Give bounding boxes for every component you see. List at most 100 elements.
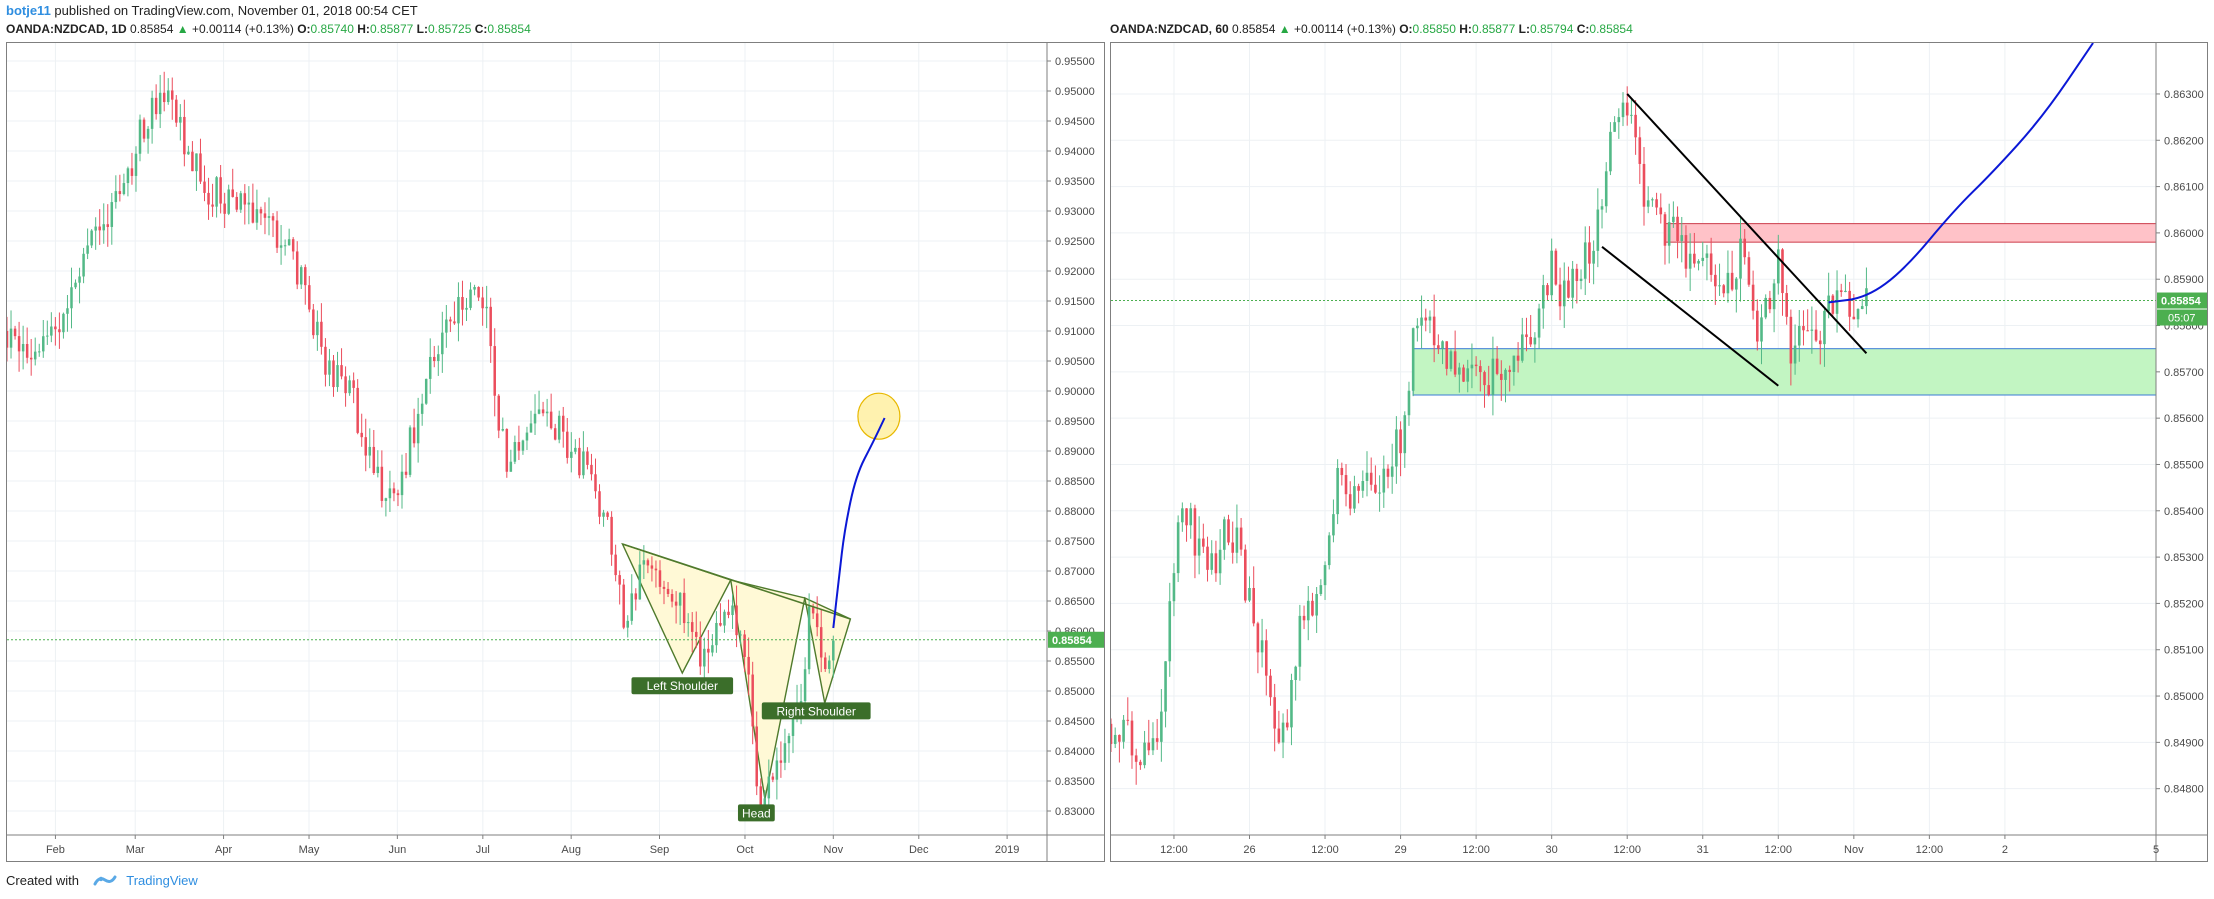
left-symbol[interactable]: OANDA:NZDCAD, 1D — [6, 22, 127, 36]
candle-body — [743, 634, 746, 657]
hourly-chart-panel[interactable]: 0.86300 0.86200 0.86100 0.86000 0.85900 0.858… — [1110, 42, 2208, 862]
candle-body — [1785, 293, 1788, 317]
right-close-value: 0.85854 — [1589, 22, 1633, 36]
candle-body — [1495, 358, 1499, 374]
candle-body — [509, 461, 513, 472]
tradingview-link[interactable]: TradingView — [126, 873, 198, 888]
candle-body — [94, 226, 97, 231]
candle-body — [1147, 742, 1151, 751]
candle-body — [1546, 285, 1549, 296]
up-arrow-icon: ▲ — [1278, 22, 1291, 36]
candle-body — [1781, 249, 1784, 294]
x-tick-label: 12:00 — [1160, 844, 1188, 856]
candle-body — [1239, 527, 1243, 550]
candle-body — [1416, 325, 1419, 329]
candle-body — [408, 427, 412, 475]
candle-body — [1227, 519, 1230, 543]
candle-body — [21, 344, 25, 352]
x-tick-label: 2019 — [995, 844, 1019, 856]
candle-body — [1583, 242, 1587, 279]
candle-body — [1189, 508, 1193, 526]
candle-body — [1604, 171, 1608, 207]
candle-body — [17, 336, 21, 352]
x-tick-label: Mar — [126, 844, 145, 856]
channel-line — [1601, 246, 1779, 387]
candle-body — [1831, 295, 1835, 314]
candle-body — [1390, 466, 1394, 477]
y-tick-label: 0.90500 — [1055, 356, 1095, 368]
candle-body — [175, 99, 178, 123]
y-tick-label: 0.85000 — [2164, 691, 2204, 703]
candle-body — [1504, 369, 1507, 380]
candle-body — [1533, 337, 1537, 345]
candle-body — [78, 276, 81, 283]
candle-body — [1764, 297, 1767, 318]
candle-body — [1357, 486, 1360, 491]
candle-body — [1865, 288, 1868, 307]
x-tick-label: 12:00 — [1613, 844, 1641, 856]
candle-body — [433, 356, 436, 362]
candle-body — [618, 575, 621, 585]
author-name[interactable]: botje11 — [6, 3, 51, 18]
candle-body — [1428, 316, 1432, 321]
candle-body — [489, 306, 492, 347]
candle-body — [54, 326, 57, 330]
candle-body — [775, 760, 779, 780]
candle-body — [223, 203, 226, 214]
candle-body — [1600, 206, 1604, 210]
candle-body — [37, 351, 41, 353]
candle-body — [1852, 316, 1856, 320]
candle-body — [364, 437, 367, 456]
candle-body — [1118, 734, 1121, 742]
candle-body — [574, 447, 577, 452]
up-arrow-icon: ▲ — [176, 22, 189, 36]
candle-body — [1378, 492, 1381, 494]
candle-body — [699, 636, 702, 667]
candle-body — [1814, 329, 1818, 341]
candle-body — [570, 451, 573, 458]
daily-chart-panel[interactable]: Left Shoulder Head Right Shoulder 0.95500 0.… — [6, 42, 1105, 862]
candle-body — [1160, 711, 1163, 742]
candle-body — [1458, 367, 1461, 375]
candle-body — [497, 395, 500, 431]
candle-body — [106, 224, 110, 227]
candle-body — [485, 306, 488, 309]
candle-body — [74, 282, 77, 288]
candle-body — [1134, 755, 1138, 762]
y-tick-label: 0.85000 — [1055, 686, 1095, 698]
candle-body — [356, 387, 359, 433]
candle-body — [549, 411, 553, 429]
candle-body — [1630, 114, 1633, 116]
candle-body — [1512, 355, 1516, 373]
candle-body — [1445, 341, 1449, 369]
candle-body — [1399, 429, 1402, 454]
candle-body — [416, 413, 420, 444]
candle-body — [1248, 588, 1251, 601]
candle-body — [420, 403, 424, 414]
candle-body — [1361, 481, 1365, 491]
candle-body — [227, 189, 230, 214]
y-tick-label: 0.86000 — [2164, 228, 2204, 240]
neckline — [622, 543, 851, 620]
candle-body — [392, 488, 396, 494]
candle-body — [711, 645, 714, 653]
candle-body — [477, 287, 480, 298]
left-high-label: H: — [357, 22, 370, 36]
footer: Created with TradingView — [6, 873, 198, 890]
x-tick-label: 2 — [2002, 844, 2008, 856]
candle-body — [723, 611, 726, 626]
y-tick-label: 0.85700 — [2164, 367, 2204, 379]
y-tick-label: 0.85900 — [2164, 274, 2204, 286]
right-symbol[interactable]: OANDA:NZDCAD, 60 — [1110, 22, 1229, 36]
candle-body — [1638, 137, 1642, 164]
candle-body — [759, 786, 762, 807]
candle-body — [626, 620, 629, 628]
candle-body — [1810, 329, 1814, 331]
candle-body — [662, 586, 666, 589]
hourly-chart-svg[interactable]: 0.86300 0.86200 0.86100 0.86000 0.85900 0.858… — [1111, 43, 2207, 861]
candle-body — [727, 611, 730, 616]
candle-body — [521, 440, 525, 451]
candle-body — [231, 189, 234, 197]
candle-body — [545, 411, 549, 414]
